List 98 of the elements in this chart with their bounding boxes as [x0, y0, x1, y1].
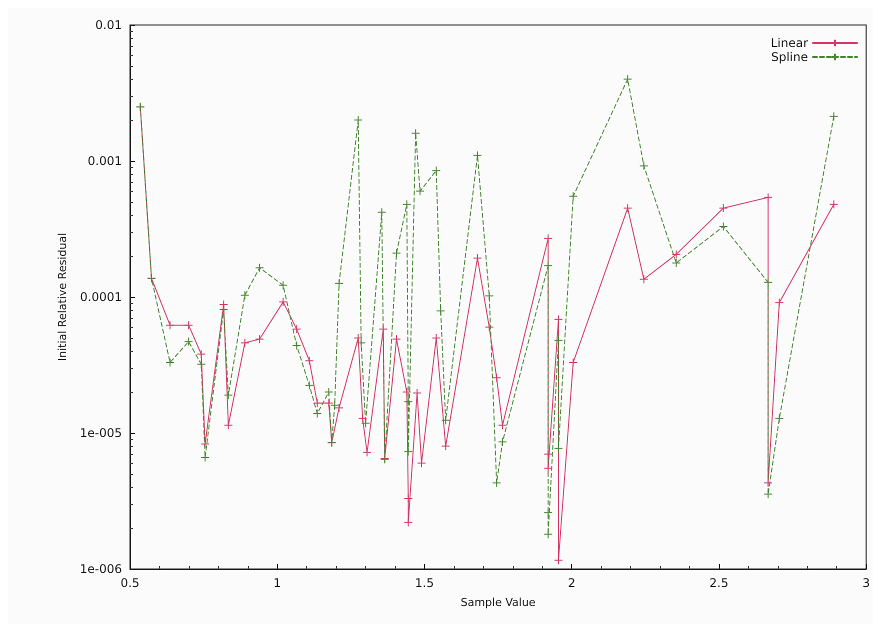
point [554, 336, 563, 345]
x-tick-label: 2 [568, 576, 576, 590]
point [312, 398, 322, 408]
point [278, 297, 288, 306]
point [166, 358, 175, 367]
point [356, 338, 366, 348]
point [240, 290, 250, 300]
point [774, 298, 784, 308]
point [219, 304, 228, 314]
point [304, 380, 314, 390]
point [544, 234, 553, 243]
point [200, 440, 210, 449]
point [568, 192, 578, 201]
point [554, 444, 563, 453]
point [436, 306, 446, 316]
point [358, 414, 368, 423]
x-axis-title: Sample Value [460, 596, 536, 609]
point [312, 409, 322, 418]
point [361, 418, 370, 428]
y-tick-label: 0.01 [95, 18, 122, 32]
point [166, 320, 175, 330]
point [392, 248, 401, 258]
point [639, 161, 648, 170]
point [623, 74, 632, 84]
x-tick-label: 1 [273, 576, 282, 590]
point [498, 420, 508, 430]
point [774, 414, 784, 423]
point [404, 397, 413, 406]
point [255, 334, 264, 344]
point [240, 338, 250, 348]
point [330, 400, 340, 410]
point [354, 116, 363, 125]
point [402, 200, 412, 209]
point [718, 222, 728, 231]
point [544, 261, 553, 270]
point [498, 437, 508, 446]
legend-label: Linear [770, 36, 808, 50]
point [334, 278, 344, 288]
point [224, 390, 233, 400]
point [377, 208, 386, 217]
point [639, 274, 648, 284]
point [392, 334, 401, 344]
point [404, 447, 413, 456]
y-tick-label: 1e-005 [80, 426, 122, 440]
point [764, 478, 773, 488]
point [544, 464, 553, 473]
point [362, 448, 372, 457]
point [492, 373, 502, 382]
point [764, 278, 773, 287]
y-tick-label: 0.0001 [80, 290, 122, 304]
point [304, 356, 314, 366]
point [672, 250, 681, 259]
point [764, 192, 773, 202]
point [544, 530, 553, 539]
y-axis-title: Initial Relative Residual [56, 232, 69, 362]
point [623, 204, 632, 213]
x-tick-label: 3 [862, 576, 870, 590]
point [432, 166, 441, 176]
y-tick-label: 0.001 [88, 154, 122, 168]
y-tick-label: 1e-006 [80, 562, 122, 576]
x-tick-label: 0.5 [120, 576, 140, 590]
point [829, 112, 838, 121]
point [416, 186, 425, 196]
point [278, 280, 288, 290]
point [472, 254, 482, 263]
point [292, 340, 302, 350]
point [354, 333, 363, 342]
legend-label: Spline [771, 50, 808, 64]
point [334, 403, 344, 412]
point [484, 322, 494, 332]
point [224, 420, 233, 430]
point [184, 320, 194, 330]
point [718, 204, 728, 213]
point [196, 350, 206, 359]
x-tick-label: 1.5 [414, 576, 434, 590]
point [441, 442, 450, 451]
point [184, 337, 194, 346]
point [554, 556, 563, 565]
point [544, 508, 553, 518]
point [411, 128, 420, 138]
point [378, 324, 388, 334]
point [544, 450, 553, 459]
point [764, 490, 773, 499]
point [568, 358, 578, 367]
point [255, 263, 264, 272]
point [484, 291, 494, 300]
point [404, 518, 413, 527]
x-tick-label: 2.5 [709, 576, 728, 590]
point [404, 494, 413, 503]
point [292, 324, 302, 334]
point [672, 258, 681, 268]
point [554, 314, 563, 324]
point [412, 388, 422, 398]
point [196, 360, 206, 369]
point [324, 398, 334, 408]
point [829, 200, 838, 209]
point [324, 388, 334, 397]
point [402, 388, 412, 397]
